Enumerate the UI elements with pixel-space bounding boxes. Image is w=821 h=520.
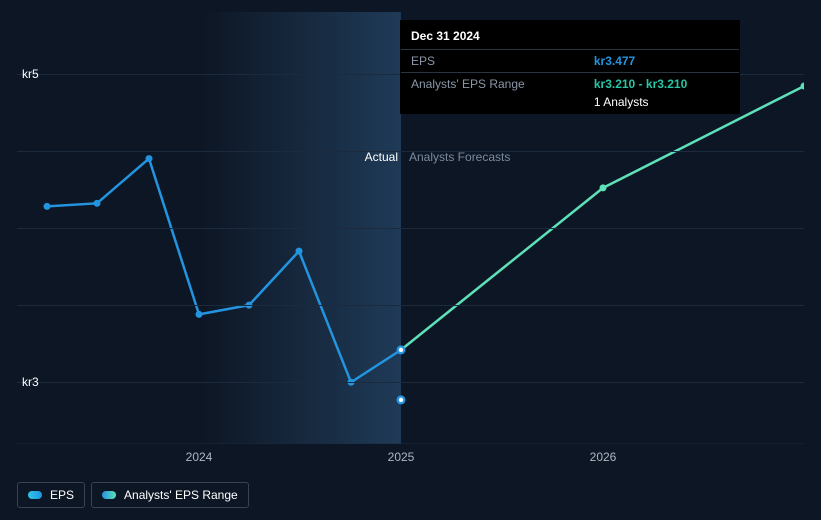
eps-series-marker[interactable] — [146, 155, 153, 162]
legend-swatch — [102, 491, 116, 499]
forecast-series-marker[interactable] — [600, 184, 607, 191]
x-tick-label: 2026 — [590, 450, 617, 464]
y-tick-label: kr3 — [22, 375, 39, 389]
y-tick-label: kr5 — [22, 67, 39, 81]
legend-item-eps-range[interactable]: Analysts' EPS Range — [91, 482, 249, 508]
tooltip: Dec 31 2024 EPS kr3.477 Analysts' EPS Rang… — [400, 20, 740, 114]
range-marker[interactable] — [397, 395, 406, 404]
eps-series-marker[interactable] — [296, 248, 303, 255]
range-marker[interactable] — [397, 345, 406, 354]
tooltip-value: kr3.210 - kr3.210 — [594, 77, 687, 91]
eps-series-marker[interactable] — [44, 203, 51, 210]
legend: EPS Analysts' EPS Range — [17, 482, 249, 508]
legend-swatch — [28, 491, 42, 499]
gridline — [17, 305, 804, 306]
x-tick-label: 2024 — [186, 450, 213, 464]
legend-label: Analysts' EPS Range — [124, 488, 238, 502]
tooltip-value: kr3.477 — [594, 54, 635, 68]
tooltip-date: Dec 31 2024 — [401, 21, 739, 49]
tooltip-subvalue: 1 Analysts — [594, 93, 729, 111]
eps-series-marker[interactable] — [94, 200, 101, 207]
tooltip-key: EPS — [401, 50, 584, 73]
actual-label: Actual — [365, 150, 398, 164]
tooltip-key: Analysts' EPS Range — [401, 73, 584, 114]
eps-series-marker[interactable] — [196, 311, 203, 318]
gridline — [17, 228, 804, 229]
legend-label: EPS — [50, 488, 74, 502]
legend-item-eps[interactable]: EPS — [17, 482, 85, 508]
x-tick-label: 2025 — [388, 450, 415, 464]
forecast-label: Analysts Forecasts — [409, 150, 510, 164]
gridline — [17, 382, 804, 383]
forecast-series-line — [401, 86, 804, 350]
